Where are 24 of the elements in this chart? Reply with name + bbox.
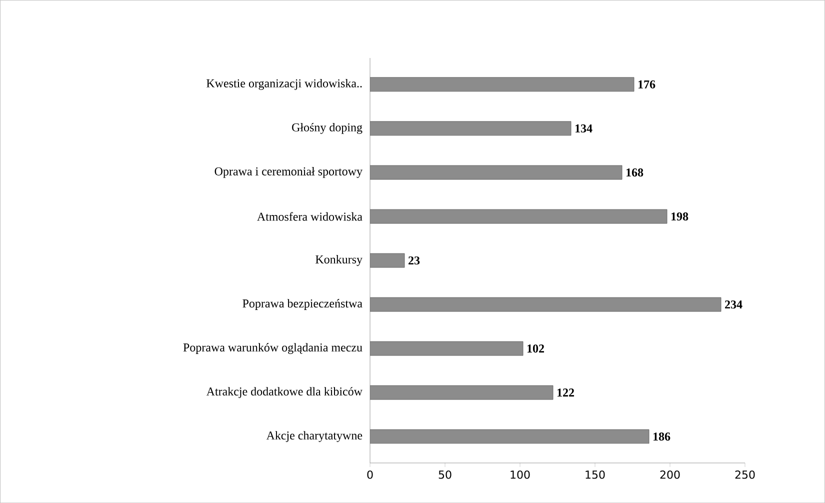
data-label: 122 bbox=[558, 388, 574, 396]
data-label: 234 bbox=[725, 300, 742, 308]
x-tick-label: 150 bbox=[586, 470, 605, 479]
x-tick-label: 200 bbox=[660, 470, 680, 479]
x-tick-label: 250 bbox=[735, 470, 755, 479]
y-tick-label: Poprawa bezpieczeństwa bbox=[242, 298, 362, 310]
x-tick-label: 50 bbox=[438, 470, 452, 479]
y-tick-label: Kwestie organizacji widowiska.. bbox=[206, 78, 362, 90]
data-label: 198 bbox=[671, 212, 688, 220]
data-label: 176 bbox=[638, 80, 656, 88]
x-tick-label: 100 bbox=[510, 470, 530, 479]
data-label: 102 bbox=[528, 344, 544, 353]
x-tick-label: 0 bbox=[367, 470, 373, 479]
y-tick-label: Atmosfera widowiska bbox=[257, 212, 362, 221]
y-tick-label: Atrakcje dodatkowe dla kibiców bbox=[206, 387, 362, 398]
y-tick-label: Konkursy bbox=[316, 254, 362, 266]
y-tick-label: Poprawa warunków oglądania meczu bbox=[183, 342, 362, 354]
data-label: 134 bbox=[575, 124, 592, 132]
data-label: 168 bbox=[626, 168, 644, 176]
y-tick-label: Głośny doping bbox=[292, 122, 362, 134]
y-tick-label: Oprawa i ceremoniał sportowy bbox=[214, 166, 362, 178]
data-label: 23 bbox=[408, 256, 420, 264]
y-tick-label: Akcje charytatywne bbox=[266, 431, 362, 442]
data-label: 186 bbox=[653, 432, 670, 441]
